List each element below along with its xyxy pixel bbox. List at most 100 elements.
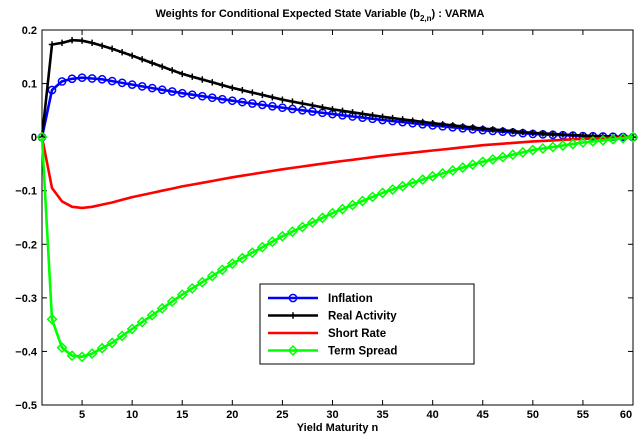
y-tick-label: −0.5 xyxy=(15,400,37,412)
data-point-real-activity xyxy=(108,45,116,52)
data-point-term-spread xyxy=(256,241,268,253)
data-point-term-spread xyxy=(337,203,348,215)
data-point-term-spread xyxy=(56,342,68,354)
data-point-term-spread xyxy=(106,337,118,349)
data-point-term-spread xyxy=(377,187,389,199)
data-point-term-spread xyxy=(397,180,409,192)
data-point-real-activity xyxy=(279,96,286,103)
data-point-real-activity xyxy=(189,73,196,80)
data-point-inflation xyxy=(87,74,97,83)
data-point-real-activity xyxy=(469,124,476,131)
data-point-real-activity xyxy=(169,67,176,74)
data-point-inflation xyxy=(57,77,67,86)
data-point-inflation xyxy=(177,88,187,98)
data-point-term-spread xyxy=(226,258,238,270)
data-point-real-activity xyxy=(319,104,326,111)
data-point-real-activity xyxy=(58,39,66,47)
data-point-inflation xyxy=(237,97,247,107)
data-point-real-activity xyxy=(48,41,56,48)
data-point-inflation xyxy=(117,78,127,88)
data-point-term-spread xyxy=(447,165,459,176)
legend-label-term-spread: Term Spread xyxy=(328,346,397,358)
data-point-term-spread xyxy=(296,221,308,233)
data-point-real-activity xyxy=(309,102,316,109)
data-point-real-activity xyxy=(68,36,76,44)
x-tick-label: 35 xyxy=(376,409,388,421)
data-point-term-spread xyxy=(417,174,429,186)
data-point-real-activity xyxy=(419,118,426,126)
x-axis-label: Yield Maturity n xyxy=(297,422,379,434)
data-point-term-spread xyxy=(116,330,128,342)
data-point-real-activity xyxy=(539,130,547,137)
data-point-real-activity xyxy=(289,98,296,105)
data-point-real-activity xyxy=(379,113,386,120)
data-point-real-activity xyxy=(78,37,86,44)
data-point-real-activity xyxy=(259,91,266,99)
series-term-spread xyxy=(36,131,639,363)
data-point-real-activity xyxy=(389,114,396,122)
legend-marker-real-activity xyxy=(289,312,297,319)
chart-title-subscript: 2,n xyxy=(420,14,432,23)
legend-label-short-rate: Short Rate xyxy=(328,328,386,340)
data-point-term-spread xyxy=(146,309,158,321)
data-point-inflation xyxy=(157,85,167,95)
series-line-short-rate xyxy=(40,135,634,210)
data-point-inflation xyxy=(107,76,117,86)
series-short-rate xyxy=(40,135,634,210)
chart-title: Weights for Conditional Expected State V… xyxy=(156,8,485,23)
data-point-term-spread xyxy=(266,236,278,248)
x-tick-label: 15 xyxy=(176,409,188,421)
data-point-real-activity xyxy=(148,59,156,67)
data-point-real-activity xyxy=(159,63,166,70)
data-point-inflation xyxy=(187,90,197,100)
data-point-term-spread xyxy=(387,184,399,195)
data-point-term-spread xyxy=(437,167,449,179)
data-point-term-spread xyxy=(156,302,168,314)
data-point-term-spread xyxy=(577,137,589,148)
y-tick-label: −0.4 xyxy=(15,346,38,358)
x-tick-label: 45 xyxy=(477,409,489,421)
data-point-term-spread xyxy=(216,264,228,276)
data-point-term-spread xyxy=(86,348,98,360)
data-point-term-spread xyxy=(537,143,549,154)
data-point-term-spread xyxy=(347,199,358,211)
data-point-term-spread xyxy=(367,191,379,203)
data-point-real-activity xyxy=(329,106,336,113)
data-point-term-spread xyxy=(276,230,288,242)
data-point-inflation xyxy=(137,82,147,91)
data-point-real-activity xyxy=(219,81,226,89)
data-point-real-activity xyxy=(209,79,216,86)
data-point-term-spread xyxy=(597,134,609,146)
y-tick-label: 0.2 xyxy=(22,25,37,37)
x-tick-label: 60 xyxy=(620,409,632,421)
x-tick-label: 40 xyxy=(427,409,439,421)
data-point-term-spread xyxy=(617,132,629,144)
data-point-real-activity xyxy=(299,100,306,107)
y-tick-label: −0.3 xyxy=(15,293,37,305)
data-point-real-activity xyxy=(349,109,356,116)
data-point-inflation xyxy=(127,80,137,89)
data-point-inflation xyxy=(47,85,57,95)
legend-marker-term-spread xyxy=(287,345,299,356)
data-point-term-spread xyxy=(627,131,639,143)
data-point-real-activity xyxy=(339,107,346,114)
data-point-real-activity xyxy=(559,131,567,138)
data-point-term-spread xyxy=(567,138,579,150)
data-point-real-activity xyxy=(459,123,466,130)
series-real-activity xyxy=(38,36,637,141)
data-point-term-spread xyxy=(557,140,569,151)
data-point-inflation xyxy=(278,103,287,113)
data-point-term-spread xyxy=(76,351,88,363)
legend-entry-short-rate: Short Rate xyxy=(268,328,386,340)
data-point-term-spread xyxy=(36,131,48,143)
data-point-inflation xyxy=(248,99,257,108)
x-tick-label: 20 xyxy=(226,409,238,421)
data-point-real-activity xyxy=(369,112,376,119)
data-point-inflation xyxy=(207,93,217,103)
data-point-term-spread xyxy=(136,316,148,328)
data-point-term-spread xyxy=(186,282,198,294)
data-point-real-activity xyxy=(439,121,446,128)
data-point-real-activity xyxy=(118,49,126,56)
data-point-term-spread xyxy=(286,226,298,238)
data-point-real-activity xyxy=(229,84,236,92)
